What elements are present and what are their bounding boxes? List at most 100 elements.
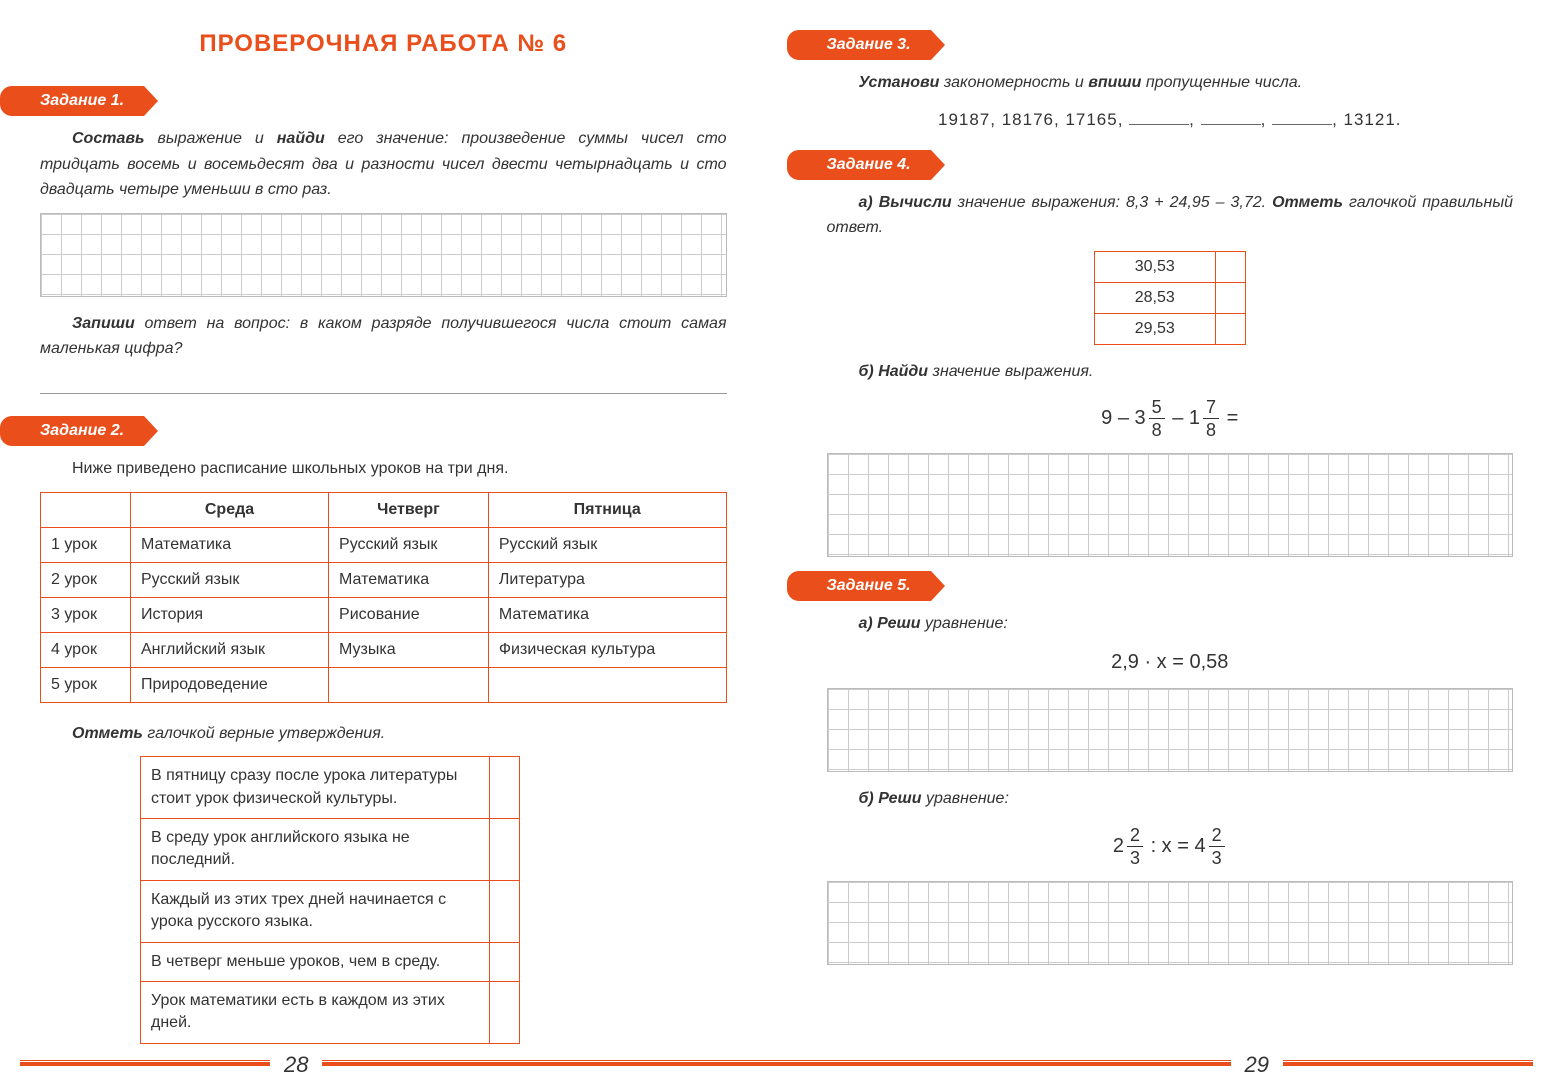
page-title: ПРОВЕРОЧНАЯ РАБОТА № 6 [40, 30, 727, 58]
seq-blank-2[interactable] [1201, 111, 1261, 125]
t3rest: пропущенные числа. [1141, 74, 1302, 91]
schedule-cell: Математика [131, 527, 329, 562]
task4b-grid[interactable] [827, 453, 1514, 557]
task5b-grid[interactable] [827, 881, 1514, 965]
t3b1: Установи [859, 74, 940, 91]
task4a-options: 30,5328,5329,53 [1094, 251, 1246, 345]
schedule-cell: 5 урок [41, 667, 131, 702]
statement-text: Урок математики есть в каждом из этих дн… [141, 981, 490, 1043]
f4-m2w: 1 [1189, 407, 1200, 430]
statement-checkbox[interactable] [490, 942, 520, 981]
t4b-rest: значение выражения. [928, 363, 1093, 380]
task1-answer-line[interactable] [40, 372, 727, 394]
task1-it1: выражение и [145, 130, 277, 147]
f4-m1n: 5 [1149, 398, 1165, 419]
page-right: Задание 3. Установи закономерность и впи… [777, 0, 1553, 1050]
f4-eq: = [1221, 407, 1238, 429]
schedule-cell: Русский язык [329, 527, 489, 562]
task2-tag: Задание 2. [0, 416, 144, 446]
task1-tag: Задание 1. [0, 86, 144, 116]
schedule-row: 1 урокМатематикаРусский языкРусский язык [41, 527, 727, 562]
option-checkbox[interactable] [1215, 251, 1245, 282]
t3b2: впиши [1088, 74, 1141, 91]
t4a-label: а) [859, 194, 879, 211]
task1-grid[interactable] [40, 213, 727, 297]
option-row: 30,53 [1094, 251, 1245, 282]
statement-checkbox[interactable] [490, 880, 520, 942]
statement-checkbox[interactable] [490, 757, 520, 819]
t5b-rest: уравнение: [922, 790, 1009, 807]
schedule-cell: Музыка [329, 632, 489, 667]
statement-row: В пятницу сразу после урока литературы с… [141, 757, 520, 819]
schedule-cell: Математика [329, 562, 489, 597]
f5-m2n: 2 [1209, 826, 1225, 847]
task4-tag: Задание 4. [787, 150, 931, 180]
task3-text: Установи закономерность и впиши пропущен… [827, 70, 1514, 96]
statement-row: Каждый из этих трех дней начинается с ур… [141, 880, 520, 942]
task1-q-b: Запиши [72, 315, 135, 332]
statement-checkbox[interactable] [490, 981, 520, 1043]
schedule-cell: Рисование [329, 597, 489, 632]
f4-m2n: 7 [1203, 398, 1219, 419]
task1-bold1: Составь [72, 130, 145, 147]
schedule-cell [329, 667, 489, 702]
t4b-b: Найди [878, 363, 928, 380]
task5-tag: Задание 5. [787, 571, 931, 601]
task5a-text: а) Реши уравнение: [827, 611, 1514, 637]
task5a-grid[interactable] [827, 688, 1514, 772]
statement-row: В среду урок английского языка не послед… [141, 818, 520, 880]
schedule-header-cell: Четверг [329, 492, 489, 527]
task2-check-rest: галочкой верные утверждения. [143, 725, 385, 742]
task2-check-b: Отметь [72, 725, 143, 742]
f5-m2w: 4 [1194, 835, 1205, 858]
schedule-cell: Физическая культура [488, 632, 726, 667]
task4b-formula: 9 – 358 – 178 = [827, 398, 1514, 439]
f4-m1w: 3 [1135, 407, 1146, 430]
t4b-label: б) [859, 363, 879, 380]
option-value: 28,53 [1094, 282, 1215, 313]
task4b-text: б) Найди значение выражения. [827, 359, 1514, 385]
f5-op: : x = [1145, 834, 1194, 856]
f5-m2d: 3 [1209, 847, 1225, 867]
task1-bold2: найди [277, 130, 325, 147]
seq-suffix: , 13121. [1332, 110, 1401, 129]
task5b-text: б) Реши уравнение: [827, 786, 1514, 812]
task2-intro: Ниже приведено расписание школьных уроко… [40, 456, 727, 482]
t5a-rest: уравнение: [921, 615, 1008, 632]
seq-blank-1[interactable] [1129, 111, 1189, 125]
schedule-cell: Литература [488, 562, 726, 597]
page-left: ПРОВЕРОЧНАЯ РАБОТА № 6 Задание 1. Состав… [0, 0, 777, 1050]
schedule-cell: Природоведение [131, 667, 329, 702]
schedule-row: 5 урокПриродоведение [41, 667, 727, 702]
option-row: 29,53 [1094, 313, 1245, 344]
option-value: 29,53 [1094, 313, 1215, 344]
t4a-b: Вычисли [879, 194, 952, 211]
seq-prefix: 19187, 18176, 17165, [938, 110, 1123, 129]
schedule-header-row: СредаЧетвергПятница [41, 492, 727, 527]
statement-row: В четверг меньше уроков, чем в среду. [141, 942, 520, 981]
schedule-header-cell: Пятница [488, 492, 726, 527]
schedule-cell: Русский язык [131, 562, 329, 597]
schedule-header-cell: Среда [131, 492, 329, 527]
schedule-cell: Русский язык [488, 527, 726, 562]
t4a-mid: значение выражения: 8,3 + 24,95 – 3,72. [952, 194, 1272, 211]
schedule-cell: Английский язык [131, 632, 329, 667]
f4-minus: – [1167, 407, 1189, 429]
schedule-cell: История [131, 597, 329, 632]
seq-blank-3[interactable] [1272, 111, 1332, 125]
option-checkbox[interactable] [1215, 313, 1245, 344]
option-checkbox[interactable] [1215, 282, 1245, 313]
f5-m1d: 3 [1127, 847, 1143, 867]
task3-tag: Задание 3. [787, 30, 931, 60]
schedule-cell: Математика [488, 597, 726, 632]
f5-m1w: 2 [1113, 835, 1124, 858]
task1-question: Запиши ответ на вопрос: в каком разряде … [40, 311, 727, 362]
statement-checkbox[interactable] [490, 818, 520, 880]
statement-text: В четверг меньше уроков, чем в среду. [141, 942, 490, 981]
schedule-header-cell [41, 492, 131, 527]
statement-text: В среду урок английского языка не послед… [141, 818, 490, 880]
task3-sequence[interactable]: 19187, 18176, 17165, , , , 13121. [827, 110, 1514, 130]
statement-text: Каждый из этих трех дней начинается с ур… [141, 880, 490, 942]
statement-row: Урок математики есть в каждом из этих дн… [141, 981, 520, 1043]
schedule-cell: 3 урок [41, 597, 131, 632]
